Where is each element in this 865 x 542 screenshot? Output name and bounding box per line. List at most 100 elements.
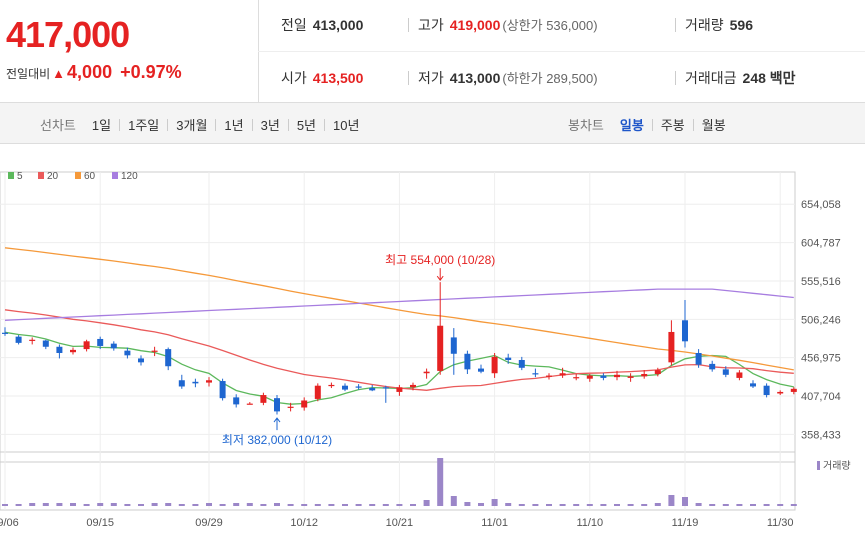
volume-plot-frame xyxy=(0,451,796,511)
tab-1w[interactable]: 1주일 xyxy=(128,118,160,133)
prev-close-value: 413,000 xyxy=(312,17,364,33)
candle-body xyxy=(437,325,444,371)
volume-bar xyxy=(654,503,661,506)
candle-body xyxy=(151,350,158,352)
high-annotation: 최고 554,000 (10/28) xyxy=(385,253,495,267)
tab-1d[interactable]: 1일 xyxy=(91,118,112,133)
cell-divider xyxy=(408,18,409,32)
low-label: 저가 xyxy=(418,70,444,86)
volume-bar xyxy=(505,503,512,506)
volume-bar xyxy=(668,495,675,506)
cell-divider xyxy=(408,71,409,85)
volume-bar xyxy=(355,504,362,506)
candle-body xyxy=(750,383,756,387)
candle-body xyxy=(369,388,376,391)
prev-close-label: 전일 xyxy=(281,17,307,33)
volume-bar xyxy=(206,503,212,506)
legend-label: 120 xyxy=(121,171,138,182)
volume-bar xyxy=(600,504,607,506)
candle-body xyxy=(355,386,362,388)
volume-bar xyxy=(124,504,131,506)
candle-body xyxy=(178,380,185,387)
volume-bar xyxy=(695,503,702,506)
volume-bar xyxy=(722,504,729,506)
volume-bar xyxy=(450,496,457,506)
candle-body xyxy=(790,388,797,392)
x-tick-label: 11/30 xyxy=(767,517,794,529)
volume-bar xyxy=(42,503,49,506)
candle-body xyxy=(301,400,308,408)
candle-tabs: 봉차트 일봉 주봉 월봉 xyxy=(568,115,728,134)
volume-bar xyxy=(709,504,716,506)
line-chart-label[interactable]: 선차트 xyxy=(40,118,76,133)
period-tabs: 선차트 1일 1주일 3개월 1년 3년 5년 10년 xyxy=(40,115,361,134)
upper-limit: (상한가 536,000) xyxy=(502,18,598,33)
candle-body xyxy=(722,369,729,375)
candle-body xyxy=(97,338,104,346)
tab-3m[interactable]: 3개월 xyxy=(176,118,208,133)
tab-1y[interactable]: 1년 xyxy=(224,118,244,133)
volume-bar xyxy=(559,504,566,506)
candle-body xyxy=(70,349,76,353)
volume-value: 596 xyxy=(729,17,753,33)
x-tick-label: 11/01 xyxy=(481,517,508,529)
volume-bar xyxy=(138,504,144,506)
y-tick-label: 358,433 xyxy=(801,429,841,441)
y-tick-label: 654,058 xyxy=(801,199,841,211)
volume-bar xyxy=(546,504,552,506)
tab-daily[interactable]: 일봉 xyxy=(619,118,644,133)
current-price: 417,000 xyxy=(6,14,130,55)
tab-divider xyxy=(167,118,169,131)
legend-label: 20 xyxy=(47,171,59,182)
candle-body xyxy=(165,349,172,367)
volume-bar xyxy=(396,504,403,506)
cell-divider xyxy=(675,18,676,32)
volume-bar xyxy=(233,503,240,506)
volume-bar xyxy=(410,504,416,506)
volume-bar xyxy=(369,504,376,506)
candle-body xyxy=(695,352,702,365)
volume-legend-label: 거래량 xyxy=(823,460,851,472)
candle-body xyxy=(478,368,484,372)
x-tick-label: 11/10 xyxy=(576,517,603,529)
volume-bar xyxy=(790,504,797,506)
tab-divider xyxy=(651,118,653,131)
volume-bar xyxy=(736,504,743,506)
tab-10y[interactable]: 10년 xyxy=(333,118,360,133)
chart-tab-bar: 선차트 1일 1주일 3개월 1년 3년 5년 10년 봉차트 일봉 주봉 월봉 xyxy=(0,103,865,144)
candle-body xyxy=(450,337,457,354)
candle-body xyxy=(763,385,770,396)
volume-bar xyxy=(274,503,280,506)
tab-weekly[interactable]: 주봉 xyxy=(660,118,685,133)
candle-body xyxy=(287,406,294,408)
candle-body xyxy=(505,357,512,360)
high-arrowhead-icon xyxy=(436,275,444,281)
candle-body xyxy=(736,372,743,378)
candle-body xyxy=(546,375,552,377)
up-arrow-icon: ▲ xyxy=(52,66,66,81)
price-chart[interactable]: 654,058 604,787 555,516 506,246 456,975 407,7… xyxy=(0,144,865,542)
volume-bar xyxy=(491,499,498,506)
tab-5y[interactable]: 5년 xyxy=(296,118,317,133)
tab-monthly[interactable]: 월봉 xyxy=(701,118,726,133)
volume-bar xyxy=(151,503,158,506)
candle-body xyxy=(29,339,36,341)
candle-chart-label[interactable]: 봉차트 xyxy=(568,118,604,133)
volume-bar xyxy=(750,504,756,506)
summary-divider xyxy=(258,51,865,52)
tab-3y[interactable]: 3년 xyxy=(260,118,280,133)
y-tick-label: 456,975 xyxy=(801,353,841,365)
candle-body xyxy=(559,373,566,376)
volume-bar xyxy=(287,504,294,506)
volume-bar xyxy=(464,502,471,506)
candle-body xyxy=(464,353,471,370)
legend-swatch xyxy=(38,172,44,179)
candle-body xyxy=(382,387,389,389)
candle-body xyxy=(396,387,403,392)
candle-body xyxy=(573,377,580,379)
tab-divider xyxy=(119,118,121,131)
candle-body xyxy=(682,320,688,342)
volume-bar xyxy=(301,504,308,506)
open-cell: 시가 413,500 xyxy=(281,68,363,88)
candle-body xyxy=(668,331,675,363)
